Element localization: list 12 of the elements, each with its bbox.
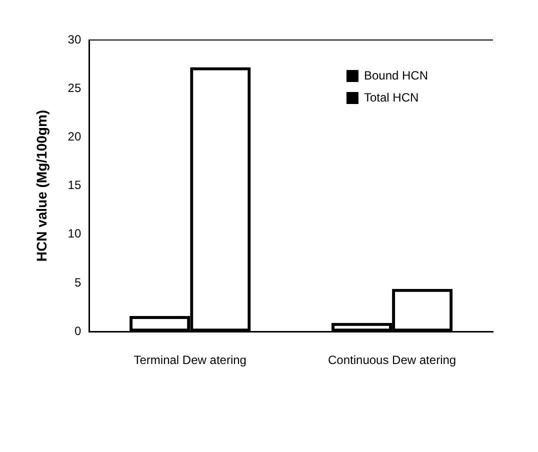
legend-label: Bound HCN [364, 68, 428, 82]
y-tick-label: 5 [74, 275, 82, 290]
y-tick-label: 20 [68, 130, 82, 144]
y-axis-title: HCN value (Mg/100gm) [33, 110, 50, 262]
x-tick-label: Continuous Dew atering [328, 353, 456, 368]
y-tick-label: 30 [68, 32, 82, 46]
y-tick-label: 15 [68, 178, 82, 192]
y-tick-label: 10 [68, 226, 82, 241]
y-tick-label: 0 [74, 324, 82, 338]
x-tick-label: Terminal Dew atering [134, 353, 246, 368]
y-tick-label: 25 [68, 80, 82, 95]
legend-label: Total HCN [364, 90, 419, 104]
